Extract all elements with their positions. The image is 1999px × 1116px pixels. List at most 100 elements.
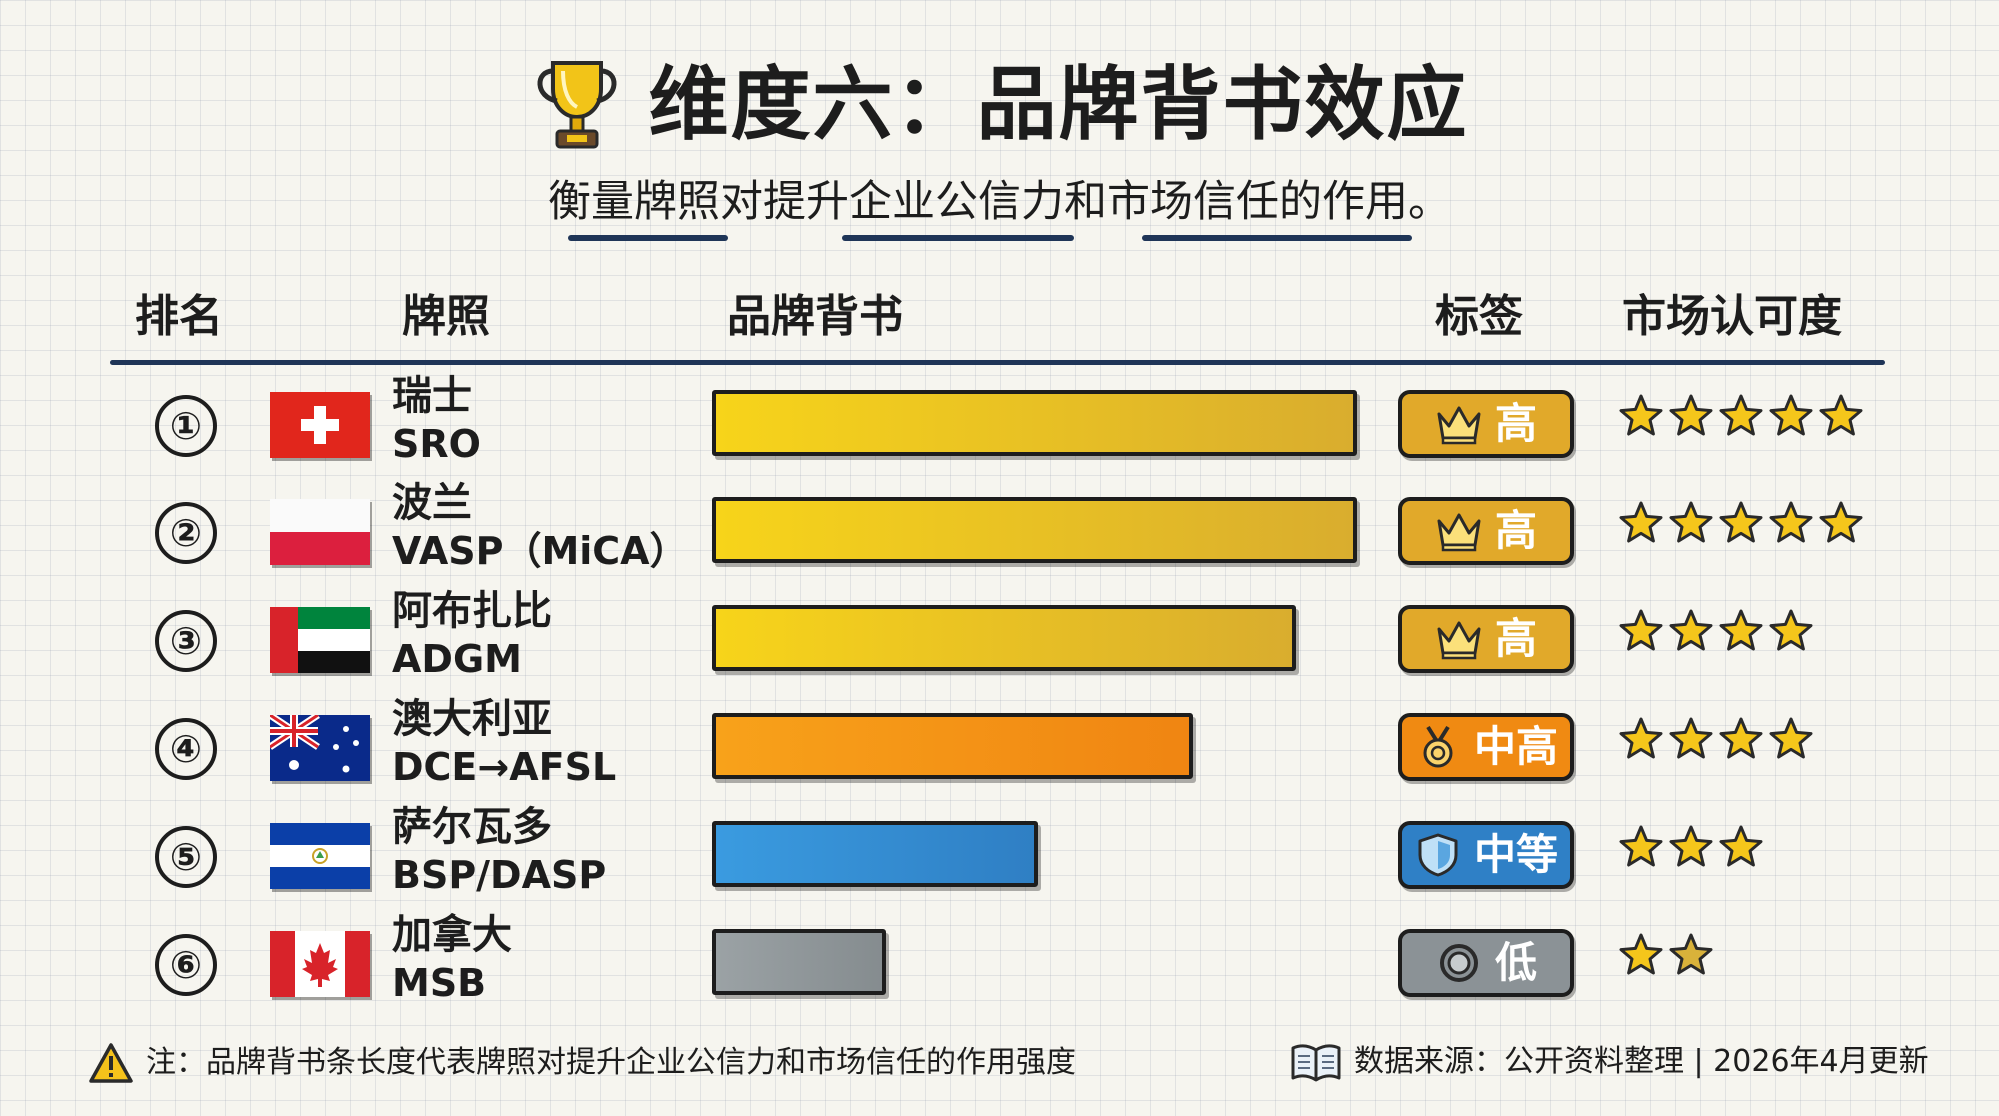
page-title: 维度六：品牌背书效应 [648,58,1469,151]
flag-switzerland-icon [270,392,370,458]
table-row: ⑥ 加拿大 MSB 低 [0,914,1999,1014]
license-code: VASP（MiCA） [392,529,688,573]
bar [712,605,1296,671]
subtitle-underline [842,235,1074,241]
subtitle-underline [568,235,728,241]
table-row: ④ 澳大利亚 DCE→AFSL 中高 [0,698,1999,798]
tag-label: 高 [1494,506,1537,555]
bar [712,390,1357,456]
flag-canada-icon [270,931,370,997]
star-rating [1618,824,1764,870]
col-header-tag: 标签 [1435,291,1523,342]
footnote-text: 注：品牌背书条长度代表牌照对提升企业公信力和市场信任的作用强度 [146,1045,1076,1080]
tag-badge: 高 [1398,497,1574,565]
star-icon [1669,825,1713,867]
license-code: MSB [392,961,487,1005]
table-row: ② 波兰 VASP（MiCA） 高 [0,482,1999,582]
tag-label: 中高 [1473,722,1558,771]
star-icon [1669,717,1713,759]
star-rating [1618,932,1714,978]
star-rating [1618,500,1864,546]
flag-uae-icon [270,607,370,673]
medal-icon [1423,725,1453,768]
star-icon [1719,394,1763,436]
tag-label: 高 [1494,614,1537,663]
col-header-license: 牌照 [402,291,490,342]
shield-icon [1418,833,1458,877]
trophy-icon [537,61,616,149]
license-code: BSP/DASP [392,853,607,897]
star-icon [1719,825,1763,867]
star-rating [1618,608,1814,654]
table-row: ⑤ 萨尔瓦多 BSP/DASP 中等 [0,806,1999,906]
rank-number: ④ [155,718,217,780]
license-name: 萨尔瓦多 [392,804,552,850]
tag-badge: 中高 [1398,713,1574,781]
star-icon [1619,394,1663,436]
star-icon [1769,717,1813,759]
rank-number: ③ [155,610,217,672]
star-icon [1719,609,1763,651]
col-header-rank: 排名 [135,291,223,342]
subtitle-underline [1142,235,1412,241]
star-rating [1618,716,1814,762]
tag-badge: 中等 [1398,821,1574,889]
tag-label: 低 [1494,938,1537,987]
rank-number: ⑥ [155,934,217,996]
star-icon [1769,501,1813,543]
header: 维度六：品牌背书效应 衡量牌照对提升企业公信力和市场信任的作用。 [0,55,1999,224]
flag-poland-icon [270,499,370,565]
tag-label: 高 [1494,399,1537,448]
star-icon [1619,501,1663,543]
license-name: 加拿大 [392,912,512,958]
tag-badge: 低 [1398,929,1574,997]
license-name: 波兰 [392,480,472,526]
col-header-recognition: 市场认可度 [1622,291,1842,342]
footnote: 注：品牌背书条长度代表牌照对提升企业公信力和市场信任的作用强度 [88,1042,1076,1084]
bar [712,497,1357,563]
crown-icon [1437,621,1481,660]
tag-badge: 高 [1398,390,1574,458]
crown-icon [1437,513,1481,552]
page-subtitle: 衡量牌照对提升企业公信力和市场信任的作用。 [548,177,1451,227]
flag-australia-icon [270,715,370,781]
star-icon [1669,501,1713,543]
ring-icon [1439,944,1478,982]
star-icon [1769,609,1813,651]
rank-number: ② [155,502,217,564]
star-icon [1669,609,1713,651]
star-icon [1619,825,1663,867]
star-icon [1719,717,1763,759]
license-name: 瑞士 [392,373,472,419]
star-icon [1769,394,1813,436]
data-source: 数据来源：公开资料整理 | 2026年4月更新 [1290,1042,1929,1082]
license-code: DCE→AFSL [392,745,617,789]
bar [712,929,886,995]
license-name: 阿布扎比 [392,588,552,634]
header-divider [110,360,1885,365]
star-icon [1669,933,1713,975]
col-header-brand: 品牌背书 [727,291,903,342]
star-icon [1669,394,1713,436]
license-code: ADGM [392,637,522,681]
table-row: ① 瑞士 SRO 高 [0,375,1999,475]
title-row: 维度六：品牌背书效应 [531,55,1469,155]
star-icon [1619,717,1663,759]
tag-badge: 高 [1398,605,1574,673]
star-icon [1619,609,1663,651]
flag-el-salvador-icon [270,823,370,889]
star-icon [1819,501,1863,543]
license-name: 澳大利亚 [392,696,552,742]
book-icon [1291,1044,1341,1082]
crown-icon [1437,406,1481,445]
star-icon [1819,394,1863,436]
star-icon [1719,501,1763,543]
license-code: SRO [392,422,481,466]
rank-number: ① [155,395,217,457]
tag-label: 中等 [1473,830,1558,879]
star-rating [1618,393,1864,439]
table-row: ③ 阿布扎比 ADGM 高 [0,590,1999,690]
bar [712,713,1193,779]
warning-icon [89,1043,133,1083]
rank-number: ⑤ [155,826,217,888]
